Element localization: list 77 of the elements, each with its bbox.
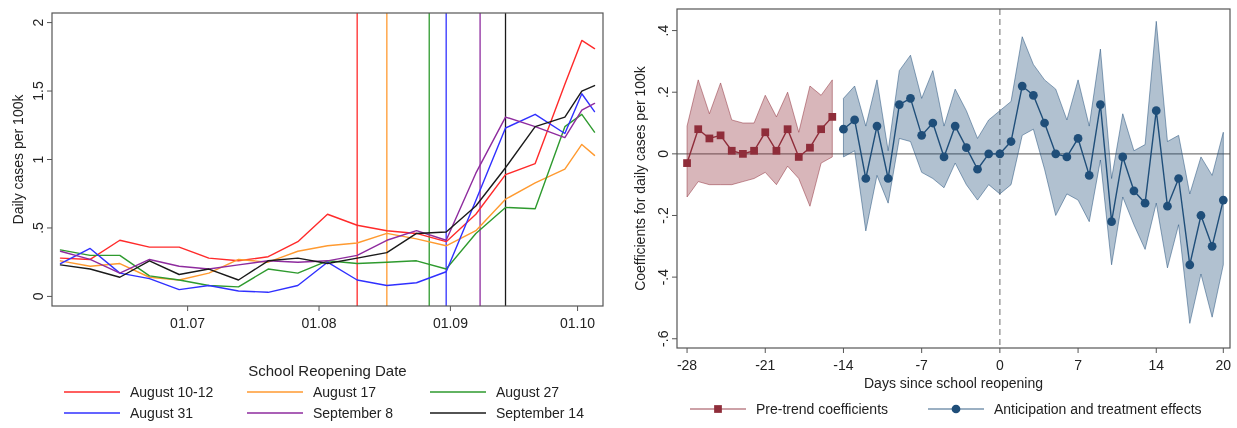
point — [1073, 134, 1083, 143]
y-tick-label: -.2 — [655, 207, 671, 224]
x-tick-label: -14 — [833, 357, 854, 373]
point — [973, 164, 982, 174]
point — [1040, 118, 1049, 128]
point — [761, 128, 770, 137]
point — [783, 125, 792, 134]
x-axis-title: Days since school reopening — [864, 375, 1043, 391]
y-tick-label: .2 — [655, 86, 671, 99]
legend-label: August 31 — [130, 405, 194, 421]
point — [1174, 174, 1183, 183]
point — [961, 143, 971, 153]
point — [716, 131, 725, 140]
y-axis-title: Daily cases per 100k — [10, 93, 26, 225]
point — [917, 130, 927, 140]
point — [1163, 201, 1172, 211]
legend-label: August 17 — [313, 384, 377, 400]
legend-label: Pre-trend coefficients — [756, 401, 889, 417]
point — [950, 121, 960, 131]
x-tick-label: 20 — [1215, 357, 1232, 373]
point — [806, 143, 814, 152]
y-tick-label: .5 — [30, 221, 46, 234]
legend-label: Anticipation and treatment effects — [994, 401, 1202, 417]
y-tick-label: .4 — [655, 24, 671, 37]
point — [872, 121, 882, 131]
point — [739, 149, 747, 158]
point — [906, 94, 915, 103]
point — [1006, 137, 1016, 146]
point — [1185, 260, 1195, 270]
y-tick-label: 2 — [30, 18, 46, 27]
y-tick-label: 1.5 — [30, 81, 46, 101]
point — [1129, 186, 1139, 196]
point — [883, 174, 893, 183]
y-tick-label: 0 — [655, 149, 671, 158]
point — [1096, 100, 1105, 109]
point — [694, 125, 703, 134]
point — [894, 100, 904, 109]
legend-label: September 14 — [496, 405, 585, 421]
point — [1140, 198, 1150, 208]
point — [861, 174, 871, 183]
x-tick-label: -28 — [676, 357, 698, 373]
point — [828, 112, 837, 121]
point — [750, 146, 758, 155]
legend-label: September 8 — [313, 405, 394, 421]
x-tick-label: 01.09 — [432, 315, 469, 331]
point — [839, 124, 848, 134]
legend-label: August 10-12 — [130, 384, 214, 400]
x-tick-label: -7 — [915, 357, 929, 373]
legend-title: School Reopening Date — [248, 362, 407, 379]
point — [727, 146, 736, 155]
y-tick-label: 1 — [30, 155, 46, 164]
point — [1017, 81, 1027, 91]
x-tick-label: 01.07 — [170, 315, 206, 331]
y-tick-label: -.4 — [655, 268, 671, 286]
x-tick-label: 0 — [995, 357, 1004, 373]
point — [1151, 106, 1161, 116]
point — [928, 118, 938, 128]
point — [794, 153, 803, 161]
point — [850, 115, 859, 125]
point — [1207, 241, 1217, 251]
x-tick-label: 14 — [1148, 357, 1165, 373]
point — [1029, 90, 1038, 100]
point — [1196, 211, 1206, 220]
x-tick-label: 7 — [1074, 357, 1083, 373]
y-tick-label: 0 — [30, 292, 46, 301]
x-tick-label: 01.10 — [560, 315, 596, 331]
legend-label: August 27 — [496, 384, 560, 400]
point — [1218, 195, 1228, 205]
x-tick-label: 01.08 — [301, 315, 337, 331]
point — [772, 146, 781, 155]
point — [1107, 217, 1116, 227]
x-tick-label: -21 — [755, 357, 776, 373]
point — [1084, 171, 1094, 180]
point — [683, 159, 691, 167]
y-axis-title: Coefficients for daily cases per 100k — [632, 65, 648, 291]
y-tick-label: -.6 — [655, 330, 671, 347]
point — [817, 125, 825, 134]
